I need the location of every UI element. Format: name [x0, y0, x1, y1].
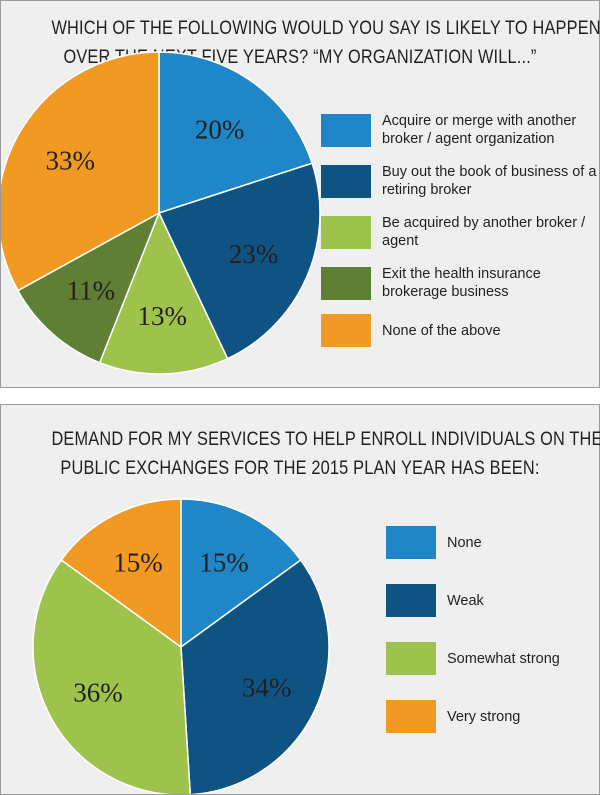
legend-label-line: None: [447, 534, 482, 551]
legend-label-line: Weak: [447, 592, 484, 609]
legend-item: Somewhat strong: [386, 642, 600, 675]
chart-title-line-1: WHICH OF THE FOLLOWING WOULD YOU SAY IS …: [51, 18, 600, 39]
pie-outline: [32, 498, 330, 794]
chart-title-line-2: PUBLIC EXCHANGES FOR THE 2015 PLAN YEAR …: [60, 458, 540, 479]
legend-item: Acquire or merge with another broker / ag…: [321, 112, 600, 148]
pie-slice-value-label: 15%: [199, 548, 249, 578]
legend-label-line: None of the above: [382, 322, 501, 339]
legend-label: Be acquired by another broker / agent: [382, 214, 600, 250]
legend-item: Exit the health insurance brokerage busin…: [321, 265, 600, 301]
legend-swatch: [321, 164, 371, 198]
legend-item: None of the above: [321, 314, 600, 347]
chart-title-line-1: DEMAND FOR MY SERVICES TO HELP ENROLL IN…: [51, 429, 600, 450]
legend-label: Somewhat strong: [447, 650, 600, 668]
legend-swatch: [386, 526, 436, 559]
legend-label-line: Acquire or merge with another: [382, 113, 577, 129]
legend-label-line: Be acquired by another broker /: [382, 215, 586, 231]
pie-slice-value-label: 33%: [46, 146, 96, 176]
pie-slice-value-label: 23%: [229, 239, 279, 269]
legend-label-line: Somewhat strong: [447, 650, 560, 667]
legend-swatch: [386, 642, 436, 675]
legend-item: None: [386, 526, 600, 559]
pie-outline: [1, 51, 321, 375]
pie-slice-value-label: 11%: [67, 275, 116, 305]
legend-label: Weak: [447, 592, 600, 610]
chart-title: WHICH OF THE FOLLOWING WOULD YOU SAY IS …: [51, 14, 600, 72]
chart-panel-enrollment-demand: DEMAND FOR MY SERVICES TO HELP ENROLL IN…: [0, 404, 600, 795]
pie-slice-value-label: 13%: [137, 301, 187, 331]
legend-swatch: [321, 113, 371, 147]
legend-swatch: [386, 584, 436, 617]
pie-slice-value-label: 34%: [242, 672, 292, 702]
legend-label: Acquire or merge with another broker / ag…: [382, 112, 600, 148]
legend-label: Exit the health insurance brokerage busin…: [382, 265, 600, 301]
legend-swatch: [321, 266, 371, 300]
pie-slice-value-label: 20%: [195, 115, 245, 145]
legend-label: Very strong: [447, 708, 600, 726]
legend-label-line: Buy out the book of business of a: [382, 164, 597, 180]
chart-panel-organization-plans: WHICH OF THE FOLLOWING WOULD YOU SAY IS …: [0, 0, 600, 388]
pie-slice-value-label: 15%: [113, 548, 163, 578]
legend-swatch: [321, 314, 371, 347]
legend-swatch: [321, 215, 371, 249]
legend-label-line: brokerage business: [382, 284, 509, 300]
legend-label-line: broker / agent organization: [382, 131, 555, 147]
legend-item: Very strong: [386, 700, 600, 733]
legend-label: None of the above: [382, 322, 600, 340]
legend-label-line: Very strong: [447, 708, 521, 725]
pie-slice-value-label: 36%: [73, 678, 123, 708]
legend-item: Buy out the book of business of a retirin…: [321, 163, 600, 199]
legend-label-line: Exit the health insurance: [382, 266, 541, 282]
pie-chart: 15% 34% 36% 15%: [32, 498, 330, 794]
legend-label-line: retiring broker: [382, 182, 472, 198]
chart-title: DEMAND FOR MY SERVICES TO HELP ENROLL IN…: [51, 425, 600, 483]
legend-item: Be acquired by another broker / agent: [321, 214, 600, 250]
legend-swatch: [386, 700, 436, 733]
legend-label-line: agent: [382, 233, 419, 249]
legend-label: None: [447, 534, 600, 552]
legend-item: Weak: [386, 584, 600, 617]
legend-label: Buy out the book of business of a retirin…: [382, 163, 600, 199]
pie-chart: 20% 23% 13% 11% 33%: [1, 51, 321, 375]
